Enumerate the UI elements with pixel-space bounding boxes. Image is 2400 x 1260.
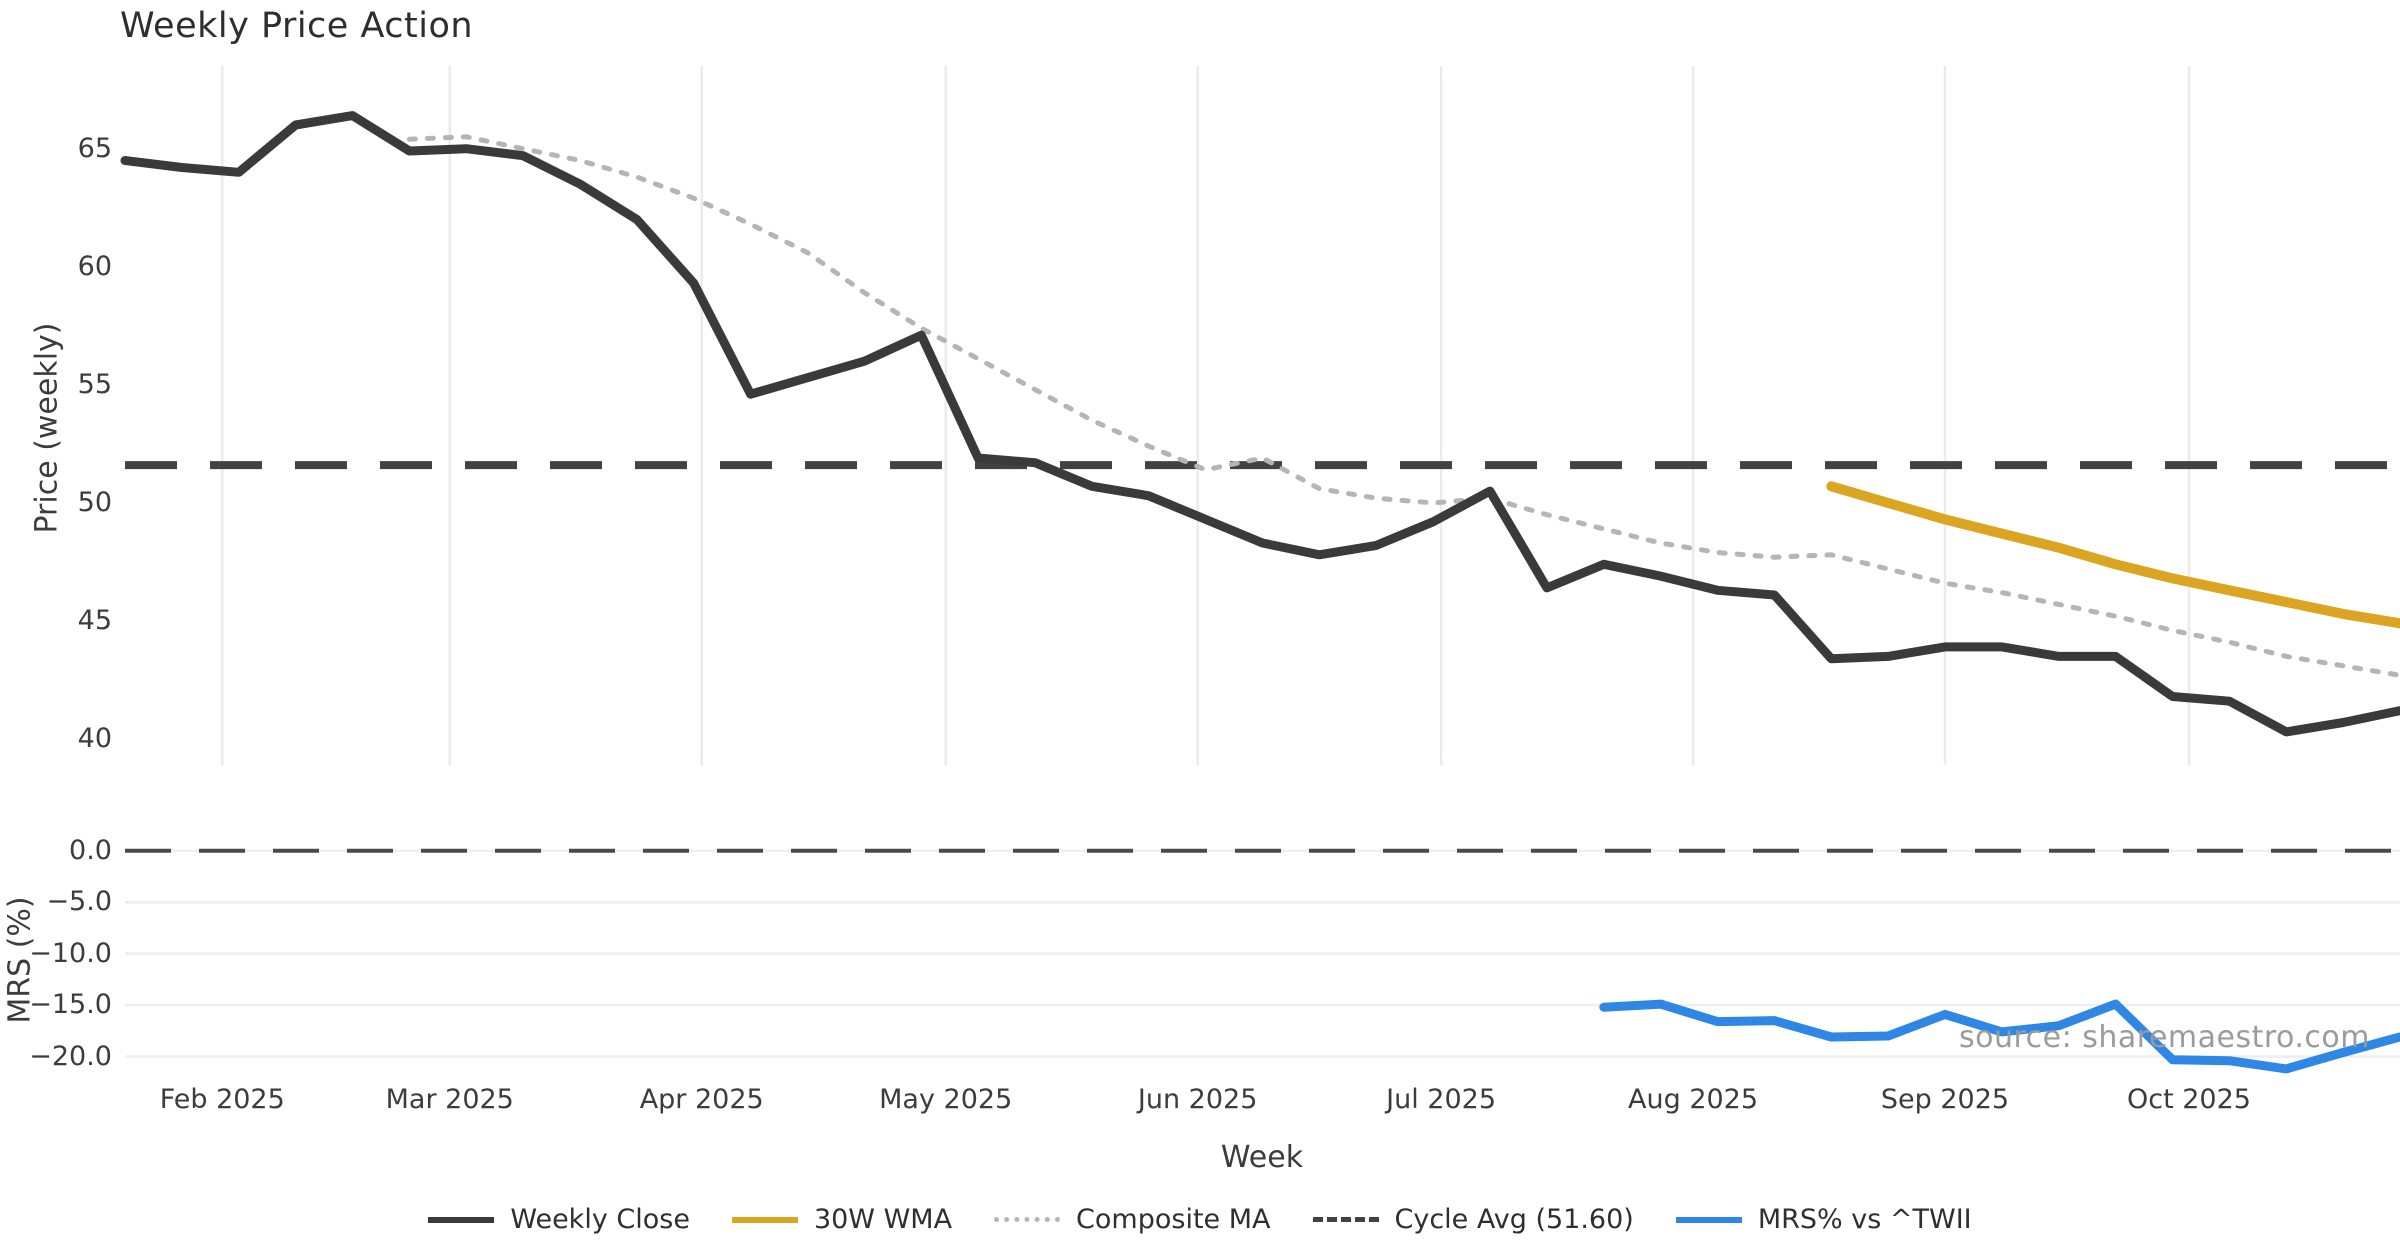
- mrs-tick-label: −15.0: [29, 989, 112, 1021]
- month-tick-label: Jun 2025: [1137, 1084, 1258, 1115]
- legend-swatch-solid: [1675, 1216, 1742, 1223]
- price-tick-label: 50: [77, 486, 112, 518]
- legend-item-cycle-avg-51-60-: Cycle Avg (51.60): [1312, 1204, 1634, 1235]
- legend: Weekly Close 30W WMA Composite MA Cycle Avg…: [0, 1204, 2400, 1235]
- mrs-line: [1599, 999, 2400, 1074]
- legend-item-30w-wma: 30W WMA: [731, 1204, 953, 1235]
- wma-30w-line: [1826, 481, 2400, 629]
- month-tick-label: Feb 2025: [159, 1084, 285, 1115]
- mrs-tick-label: 0.0: [69, 834, 112, 866]
- legend-swatch-solid: [731, 1216, 798, 1223]
- x-axis-label: Week: [1220, 1140, 1304, 1175]
- legend-label: Composite MA: [1076, 1204, 1271, 1235]
- watermark-text: source: sharemaestro.com: [1959, 1020, 2370, 1055]
- price-tick-label: 65: [77, 132, 112, 164]
- top-plot-gridlines: [221, 66, 2191, 765]
- legend-item-composite-ma: Composite MA: [994, 1204, 1271, 1235]
- month-tick-label: Apr 2025: [639, 1084, 764, 1115]
- legend-swatch-solid: [428, 1216, 495, 1223]
- legend-label: MRS% vs ^TWII: [1757, 1204, 1972, 1235]
- legend-label: 30W WMA: [813, 1204, 953, 1235]
- legend-item-mrs-vs-twii: MRS% vs ^TWII: [1675, 1204, 1972, 1235]
- legend-label: Weekly Close: [510, 1204, 690, 1235]
- legend-item-weekly-close: Weekly Close: [428, 1204, 690, 1235]
- month-tick-label: Mar 2025: [385, 1084, 514, 1115]
- y-axis-label-mrs: MRS (%): [2, 896, 38, 1024]
- mrs-tick-label: −10.0: [29, 937, 112, 969]
- price-tick-label: 60: [77, 250, 112, 282]
- mrs-series-line: [1599, 999, 2400, 1074]
- legend-label: Cycle Avg (51.60): [1394, 1204, 1634, 1235]
- composite-ma-line: [406, 134, 2400, 678]
- price-tick-label: 40: [77, 723, 112, 755]
- mrs-tick-label: −5.0: [46, 886, 112, 918]
- weekly-close-line: [120, 111, 2400, 737]
- y-axis-label-price: Price (weekly): [29, 322, 65, 534]
- month-tick-label: Oct 2025: [2126, 1084, 2251, 1115]
- price-series-lines: [120, 111, 2400, 737]
- legend-swatch-dotted: [994, 1217, 1061, 1222]
- price-tick-label: 45: [77, 604, 112, 636]
- legend-swatch-dashed: [1312, 1217, 1379, 1222]
- month-tick-label: May 2025: [879, 1084, 1013, 1115]
- price-tick-label: 55: [77, 368, 112, 400]
- reference-dashed-lines: [125, 461, 2400, 853]
- month-tick-label: Jul 2025: [1386, 1084, 1497, 1115]
- month-tick-label: Sep 2025: [1880, 1084, 2010, 1115]
- mrs-tick-label: −20.0: [29, 1040, 112, 1072]
- chart-title: Weekly Price Action: [120, 6, 474, 46]
- month-tick-label: Aug 2025: [1628, 1084, 1759, 1115]
